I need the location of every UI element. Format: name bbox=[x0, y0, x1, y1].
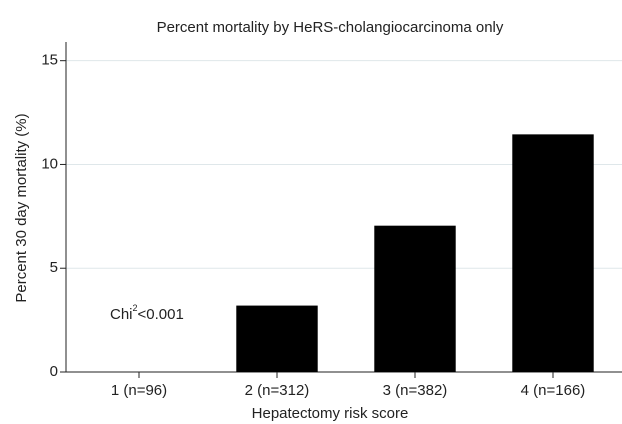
x-tick-label: 1 (n=96) bbox=[111, 382, 167, 399]
x-axis-label: Hepatectomy risk score bbox=[252, 405, 409, 422]
bar bbox=[374, 225, 456, 372]
bar bbox=[512, 134, 594, 372]
bar bbox=[236, 305, 318, 372]
y-tick-label: 0 bbox=[50, 363, 58, 380]
y-tick-label: 15 bbox=[41, 52, 58, 69]
annotation-sup: 2 bbox=[133, 303, 138, 313]
annotation-text: <0.001 bbox=[138, 306, 184, 323]
annotation: Chi2<0.001 bbox=[110, 303, 184, 323]
y-tick-label: 5 bbox=[50, 259, 58, 276]
y-tick-label: 10 bbox=[41, 155, 58, 172]
annotation-text: Chi bbox=[110, 306, 133, 323]
x-tick-label: 2 (n=312) bbox=[245, 382, 310, 399]
y-axis-label: Percent 30 day mortality (%) bbox=[13, 113, 30, 302]
x-tick-label: 3 (n=382) bbox=[383, 382, 448, 399]
x-tick-label: 4 (n=166) bbox=[521, 382, 586, 399]
chart-title: Percent mortality by HeRS-cholangiocarci… bbox=[157, 19, 504, 36]
